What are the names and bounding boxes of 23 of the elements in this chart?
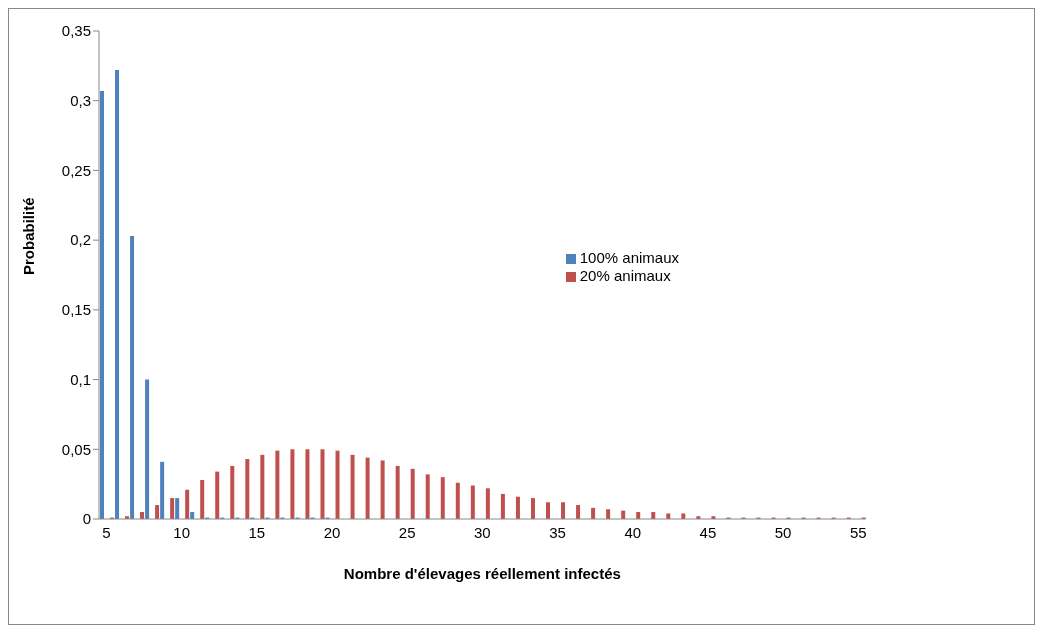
y-tick-label: 0,1 [70, 370, 91, 388]
x-tick-label: 15 [248, 523, 266, 541]
x-tick-label: 5 [102, 523, 111, 541]
x-tick-label: 20 [323, 523, 341, 541]
legend-label: 20% animaux [579, 267, 671, 284]
x-tick-label: 25 [398, 523, 416, 541]
y-tick-label: 0 [82, 510, 91, 528]
x-tick-label: 50 [774, 523, 792, 541]
y-tick-label: 0,3 [70, 92, 91, 110]
x-tick-label: 45 [699, 523, 717, 541]
legend-label: 100% animaux [579, 249, 679, 266]
x-tick-label: 30 [474, 523, 491, 541]
x-tick-label: 10 [173, 523, 191, 541]
x-tick-label: 40 [624, 523, 642, 541]
y-tick-label: 0,2 [70, 231, 91, 249]
x-axis-title: Nombre d'élevages réellement infectés [343, 565, 621, 582]
y-tick-label: 0,05 [61, 440, 91, 458]
y-tick-label: 0,35 [61, 22, 91, 40]
y-tick-label: 0,25 [61, 161, 91, 179]
y-axis-title: Probabilité [20, 197, 38, 275]
x-tick-label: 35 [549, 523, 566, 541]
y-tick-label: 0,15 [61, 301, 91, 319]
x-tick-label: 55 [849, 523, 867, 541]
